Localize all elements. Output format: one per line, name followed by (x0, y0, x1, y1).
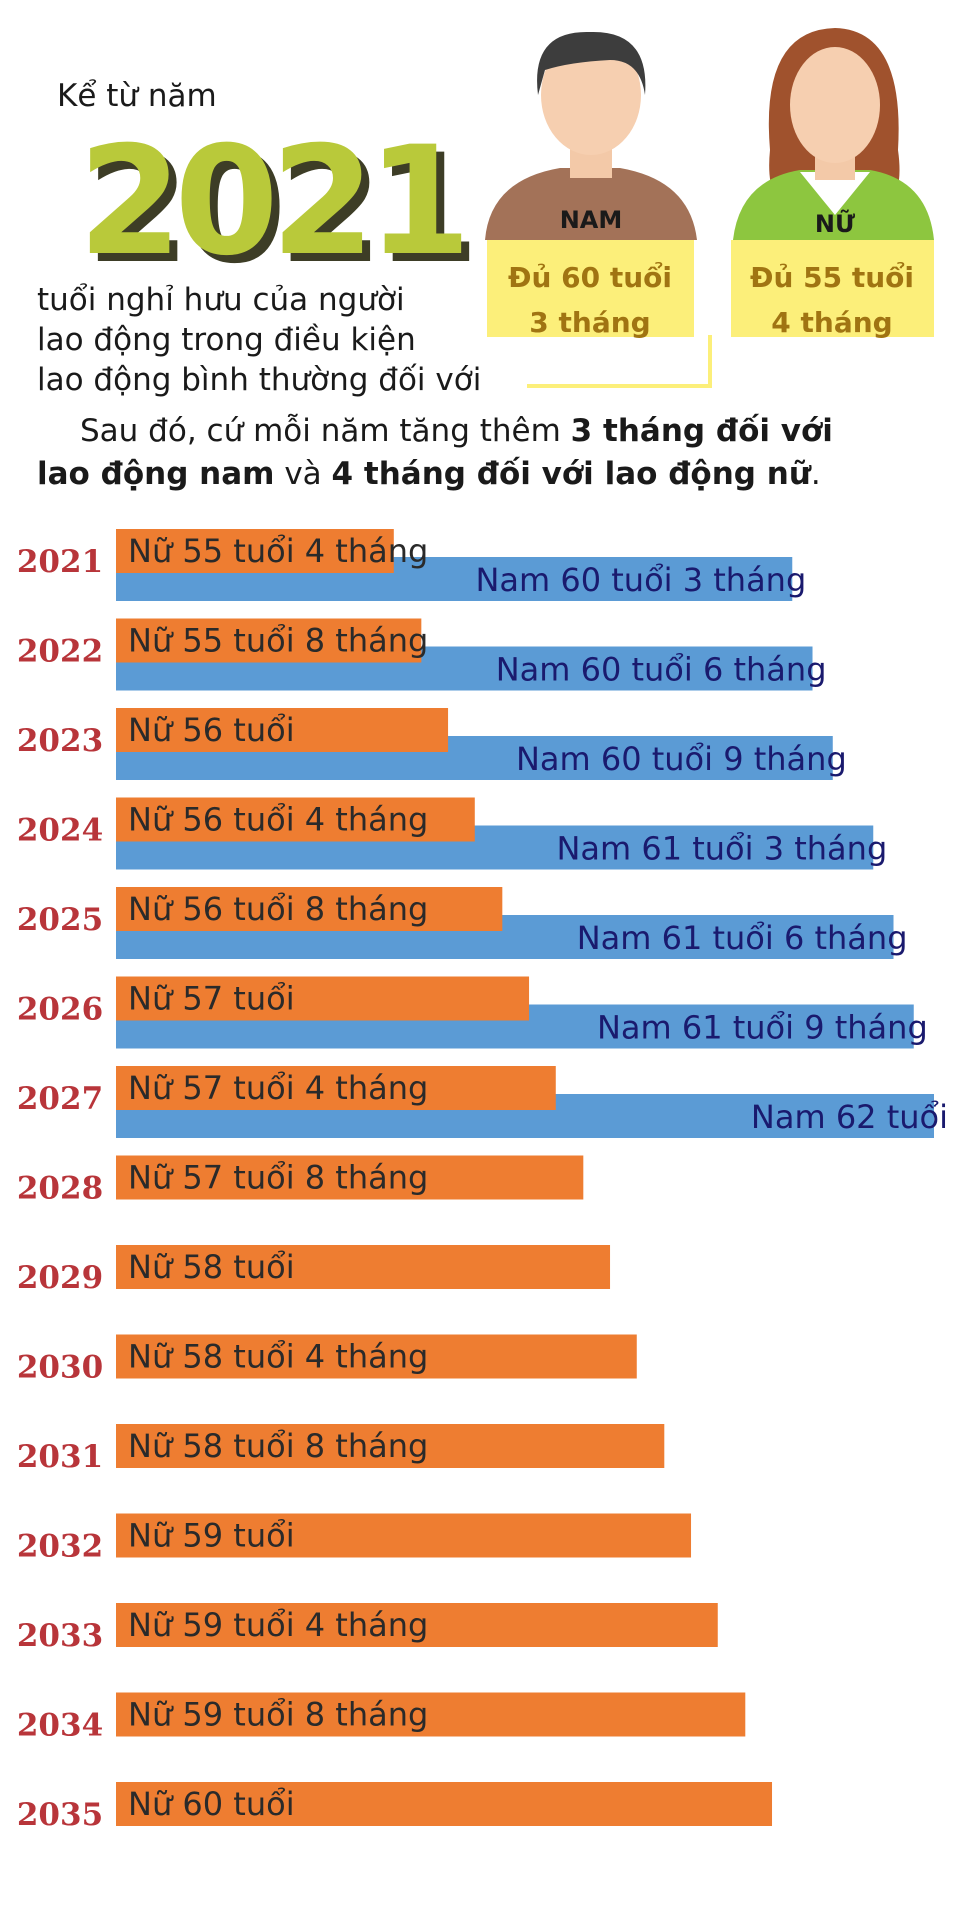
value-label: Nữ 58 tuổi 8 tháng (128, 1427, 428, 1465)
value-label: Nam 61 tuổi 3 tháng (556, 830, 887, 868)
note-part: 3 tháng đối với (571, 413, 833, 449)
value-label: Nữ 59 tuổi 4 tháng (128, 1606, 428, 1644)
male-box (487, 240, 694, 337)
value-label: Nữ 58 tuổi (128, 1248, 295, 1286)
note-part: . (811, 456, 821, 492)
year-label: 2033 (17, 1618, 103, 1654)
intro: Kể từ năm (57, 78, 217, 114)
note-part: Sau đó, cứ mỗi năm tăng thêm (80, 413, 571, 449)
year-label: 2024 (17, 813, 103, 849)
female-age: Đủ 55 tuổi (750, 260, 914, 294)
bar-female (116, 1334, 637, 1379)
value-label: Nữ 58 tuổi 4 tháng (128, 1338, 428, 1376)
year-label: 2030 (17, 1350, 103, 1386)
year-label: 2027 (17, 1081, 103, 1117)
year-label: 2029 (17, 1260, 103, 1296)
desc-line: lao động trong điều kiện (37, 322, 416, 358)
year-label: 2023 (17, 723, 103, 759)
male-age: Đủ 60 tuổi (508, 260, 672, 294)
note-line: lao động nam và 4 tháng đối với lao động… (37, 456, 821, 492)
bar-female (116, 1245, 611, 1289)
male-tag: NAM (560, 206, 623, 234)
value-label: Nữ 59 tuổi (128, 1517, 295, 1555)
bar-female (116, 1513, 692, 1558)
value-label: Nữ 57 tuổi 8 tháng (128, 1159, 428, 1197)
value-label: Nữ 55 tuổi 8 tháng (128, 622, 428, 660)
connector (527, 335, 712, 388)
year-label: 2032 (17, 1529, 103, 1565)
value-label: Nữ 57 tuổi 4 tháng (128, 1069, 428, 1107)
value-label: Nữ 57 tuổi (128, 980, 295, 1018)
bar-female (116, 708, 449, 752)
bar-female (116, 1692, 746, 1737)
bar-female (116, 618, 422, 663)
year-label: 2028 (17, 1171, 103, 1207)
value-label: Nam 60 tuổi 9 tháng (516, 740, 847, 778)
note-part: lao động nam (37, 456, 274, 492)
male-age: 3 tháng (529, 306, 650, 339)
bar-female (116, 887, 503, 931)
value-label: Nam 60 tuổi 3 tháng (475, 561, 806, 599)
year-label: 2026 (17, 992, 103, 1028)
note-part: và (274, 456, 331, 492)
bar-female (116, 797, 475, 842)
value-label: Nữ 56 tuổi (128, 711, 295, 749)
year-label: 2031 (17, 1439, 103, 1475)
note-part: 4 tháng đối với lao động nữ (332, 456, 812, 492)
year-shadow: 2021 (86, 123, 471, 297)
value-label: Nữ 56 tuổi 8 tháng (128, 890, 428, 928)
value-label: Nam 62 tuổi (751, 1098, 948, 1136)
bar-female (116, 1424, 665, 1468)
value-label: Nữ 55 tuổi 4 tháng (128, 532, 428, 570)
desc-line: lao động bình thường đối với (37, 362, 481, 398)
value-label: Nữ 56 tuổi 4 tháng (128, 801, 428, 839)
value-label: Nam 61 tuổi 6 tháng (577, 919, 908, 957)
desc-line: tuổi nghỉ hưu của người (37, 282, 405, 318)
year-label: 2034 (17, 1708, 103, 1744)
bar-female (116, 1782, 773, 1826)
note-line: Sau đó, cứ mỗi năm tăng thêm 3 tháng đối… (80, 413, 833, 449)
value-label: Nam 61 tuổi 9 tháng (597, 1009, 928, 1047)
female-age: 4 tháng (771, 306, 892, 339)
year-label: 2035 (17, 1797, 103, 1833)
female-box (731, 240, 934, 337)
year-label: 2025 (17, 902, 103, 938)
bar-female (116, 529, 394, 573)
year: 2021 (78, 115, 463, 289)
year-label: 2021 (17, 544, 103, 580)
bar-female (116, 976, 530, 1021)
bar-female (116, 1066, 556, 1110)
year-label: 2022 (17, 634, 103, 670)
female-tag: NỮ (815, 208, 855, 238)
value-label: Nữ 60 tuổi (128, 1785, 295, 1823)
bar-female (116, 1603, 718, 1647)
value-label: Nam 60 tuổi 6 tháng (496, 651, 827, 689)
value-label: Nữ 59 tuổi 8 tháng (128, 1696, 428, 1734)
male-avatar (485, 31, 697, 240)
female-avatar (733, 28, 934, 240)
bar-female (116, 1155, 584, 1200)
